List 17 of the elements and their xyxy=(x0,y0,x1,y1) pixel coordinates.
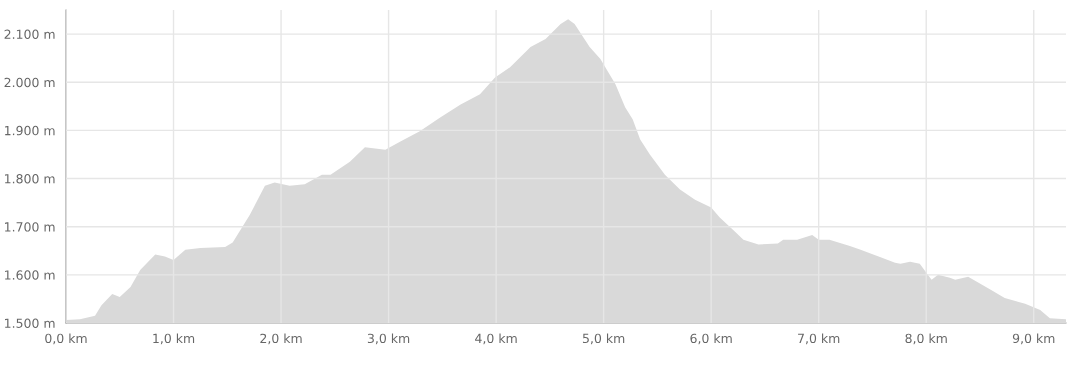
x-tick-label: 7,0 km xyxy=(798,333,840,345)
y-tick-label: 1.700 m xyxy=(5,222,55,232)
y-tick-label: 1.900 m xyxy=(5,125,55,136)
y-tick-label: 2.100 m xyxy=(4,29,55,39)
y-tick-label: 1.600 m xyxy=(5,270,55,280)
x-tick-label: 1,0 km xyxy=(153,333,195,345)
x-tick-label: 5,0 km xyxy=(582,333,625,345)
x-tick-label: 8,0 km xyxy=(905,333,947,345)
x-tick-label: 2,0 km xyxy=(260,333,302,345)
x-tick-label: 4,0 km xyxy=(475,333,517,345)
y-tick-label: 2.000 m xyxy=(4,77,55,88)
y-tick-label: 1.500 m xyxy=(5,318,55,328)
x-tick-label: 9,0 km xyxy=(1012,333,1055,345)
x-tick-label: 6,0 km xyxy=(690,333,732,345)
y-tick-label: 1.800 m xyxy=(5,174,55,184)
x-tick-label: 3,0 km xyxy=(367,333,410,345)
x-tick-label: 0,0 km xyxy=(45,333,87,345)
